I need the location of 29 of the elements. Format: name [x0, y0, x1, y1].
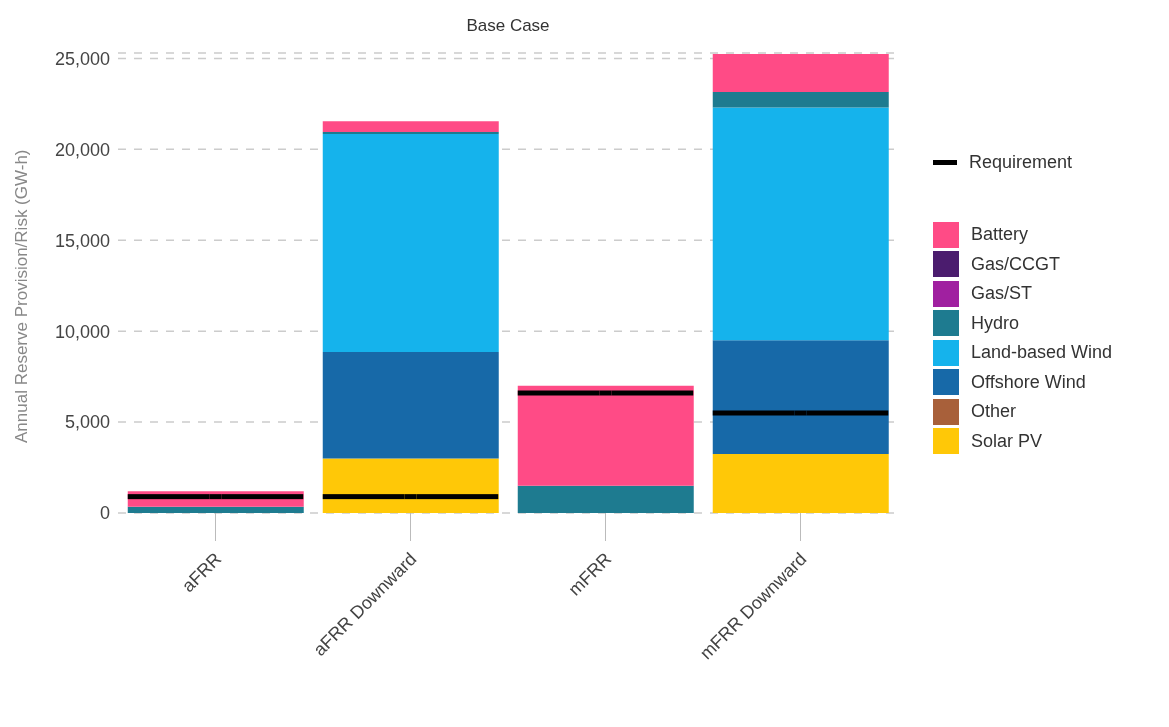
legend-label: Hydro [970, 311, 1020, 335]
legend-label: Land-based Wind [970, 341, 1113, 365]
y-tick-label: 0 [99, 503, 110, 524]
y-tick-label: 10,000 [54, 321, 110, 342]
y-axis-title: Annual Reserve Provision/Risk (GW-h) [12, 149, 32, 443]
y-tick-label: 25,000 [54, 48, 110, 69]
bar [517, 385, 694, 486]
chart-title: Base Case [465, 16, 551, 36]
bar [712, 340, 889, 454]
bar [712, 92, 889, 108]
bar [322, 458, 499, 513]
legend-label: Solar PV [970, 429, 1044, 453]
bar [712, 107, 889, 341]
legend-label: Gas/ST [970, 282, 1033, 306]
bar [322, 133, 499, 353]
bar [712, 453, 889, 513]
y-tick-label: 5,000 [64, 412, 110, 433]
y-tick-label: 20,000 [54, 139, 110, 160]
legend-label: Offshore Wind [970, 370, 1087, 394]
y-tick-label: 15,000 [54, 230, 110, 251]
bar [517, 485, 694, 513]
legend-label: Battery [970, 223, 1030, 247]
bar [322, 121, 499, 133]
bar [322, 352, 499, 459]
bar [712, 53, 889, 93]
legend-label: Requirement [968, 150, 1074, 174]
legend-label: Other [970, 400, 1018, 424]
legend-label: Gas/CCGT [970, 252, 1061, 276]
bar [127, 506, 304, 513]
